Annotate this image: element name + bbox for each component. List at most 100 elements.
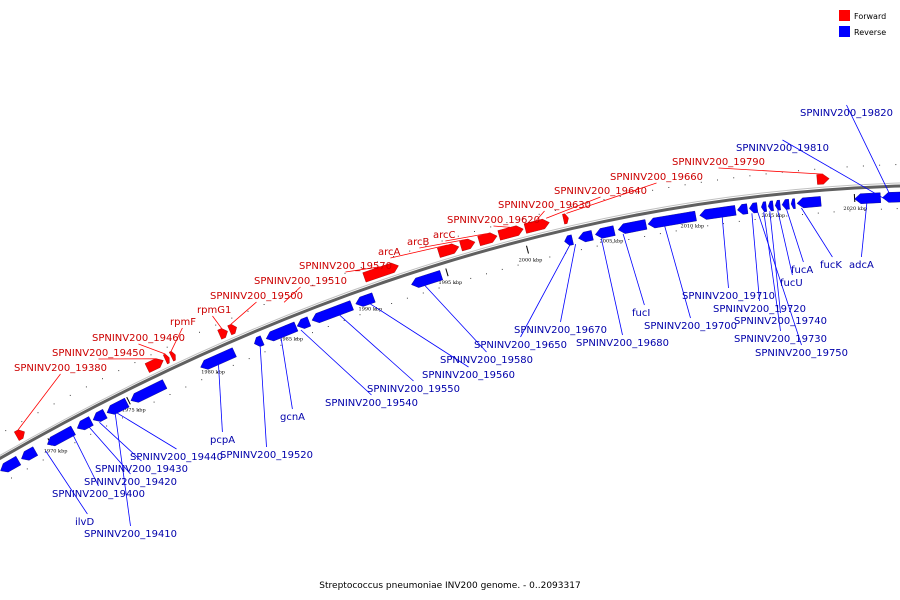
forward-leader-line <box>212 315 222 329</box>
minor-tick <box>817 212 819 214</box>
reverse-gene-arrow <box>647 210 697 229</box>
reverse-gene-label: SPNINV200_19580 <box>440 355 533 366</box>
reverse-gene-label: pcpA <box>210 435 235 446</box>
minor-tick <box>438 287 440 289</box>
reverse-gene-label: SPNINV200_19400 <box>52 489 145 500</box>
forward-gene-arrow <box>523 218 550 234</box>
minor-tick <box>765 173 767 175</box>
minor-tick <box>422 292 424 294</box>
reverse-gene-label: SPNINV200_19670 <box>514 325 607 336</box>
reverse-gene-label: SPNINV200_19560 <box>422 370 515 381</box>
reverse-gene-arrow <box>311 300 354 324</box>
minor-tick <box>280 344 282 346</box>
minor-tick <box>247 310 249 312</box>
minor-tick <box>425 245 427 247</box>
minor-tick <box>474 231 475 232</box>
minor-tick <box>571 206 573 208</box>
minor-tick <box>896 208 898 210</box>
reverse-leader-line <box>763 211 781 332</box>
forward-gene-label: SPNINV200_19460 <box>92 333 185 344</box>
minor-tick <box>199 331 200 333</box>
forward-gene-label: SPNINV200_19620 <box>447 215 540 226</box>
backbone-arc-highlight <box>0 182 900 457</box>
forward-gene-arrow <box>227 323 237 336</box>
forward-gene-label: SPNINV200_19510 <box>254 276 347 287</box>
reverse-gene-arrow <box>749 202 759 214</box>
reverse-gene-label: SPNINV200_19720 <box>713 304 806 315</box>
minor-tick <box>454 282 456 284</box>
minor-tick <box>675 230 677 232</box>
minor-tick <box>21 421 23 423</box>
minor-tick <box>490 226 492 228</box>
minor-tick <box>522 217 524 219</box>
minor-tick <box>880 208 882 210</box>
reverse-gene-label: gcnA <box>280 412 305 423</box>
reverse-gene-label: SPNINV200_19700 <box>644 321 737 332</box>
major-tick <box>526 245 529 254</box>
forward-gene-arrow <box>162 353 170 365</box>
reverse-gene-arrow <box>355 292 376 307</box>
minor-tick <box>393 256 395 257</box>
reverse-leader-line <box>218 364 223 433</box>
reverse-leader-line <box>751 213 760 302</box>
minor-tick <box>137 409 139 411</box>
minor-tick <box>587 202 589 204</box>
reverse-gene-label: SPNINV200_19680 <box>576 338 669 349</box>
label-layer: SPNINV200_19380 SPNINV200_19450 SPNINV200_… <box>14 108 893 540</box>
reverse-leader-line <box>801 207 833 258</box>
minor-tick <box>554 209 556 211</box>
reverse-leader-line <box>99 422 142 462</box>
forward-gene-label: arcC <box>433 230 456 241</box>
reverse-gene-label: SPNINV200_19710 <box>682 291 775 302</box>
reverse-gene-arrow <box>564 234 574 246</box>
reverse-leader-line <box>769 211 781 314</box>
tick-label: 2010 kbp <box>681 224 705 230</box>
forward-gene-label: arcB <box>407 237 430 248</box>
reverse-gene-arrow <box>296 316 312 329</box>
minor-tick <box>153 401 155 403</box>
reverse-gene-arrow <box>767 200 774 212</box>
reverse-gene-arrow <box>265 321 299 342</box>
minor-tick <box>328 278 330 280</box>
reverse-gene-arrow <box>92 409 108 422</box>
minor-tick <box>628 239 630 240</box>
reverse-gene-label: SPNINV200_19440 <box>130 452 223 463</box>
minor-tick <box>470 277 472 279</box>
minor-tick <box>596 245 598 247</box>
minor-tick <box>296 338 298 340</box>
tick-label: 1980 kbp <box>201 370 225 376</box>
minor-tick <box>486 273 487 275</box>
reverse-gene-arrow <box>578 230 594 243</box>
reverse-gene-label: fucU <box>780 278 803 289</box>
minor-tick <box>327 326 329 327</box>
reverse-gene-arrow <box>130 379 168 403</box>
forward-leader-line <box>566 182 657 214</box>
forward-gene-label: SPNINV200_19630 <box>498 200 591 211</box>
forward-gene-label: rpmG1 <box>197 305 231 316</box>
minor-tick <box>814 168 816 170</box>
forward-gene-arrow <box>477 232 498 247</box>
minor-tick <box>150 354 152 356</box>
minor-tick <box>659 233 661 235</box>
forward-gene-arrow <box>144 358 164 373</box>
minor-tick <box>409 250 411 252</box>
reverse-gene-label: SPNINV200_19820 <box>800 108 893 119</box>
reverse-gene-arrow <box>737 203 749 215</box>
minor-tick <box>770 217 772 219</box>
reverse-gene-arrow <box>200 347 237 370</box>
minor-tick <box>668 187 670 188</box>
forward-leader-line <box>445 233 487 242</box>
reverse-leader-line <box>721 217 729 289</box>
minor-tick <box>26 468 28 470</box>
minor-tick <box>69 394 71 396</box>
minor-tick <box>879 164 881 166</box>
minor-tick <box>376 261 378 263</box>
reverse-leader-line <box>520 245 570 338</box>
forward-gene-label: SPNINV200_19380 <box>14 363 107 374</box>
reverse-gene-label: SPNINV200_19740 <box>734 316 827 327</box>
minor-tick <box>37 412 39 414</box>
minor-tick <box>375 308 377 310</box>
minor-tick <box>501 268 503 270</box>
minor-tick <box>738 220 740 222</box>
minor-tick <box>106 425 108 427</box>
